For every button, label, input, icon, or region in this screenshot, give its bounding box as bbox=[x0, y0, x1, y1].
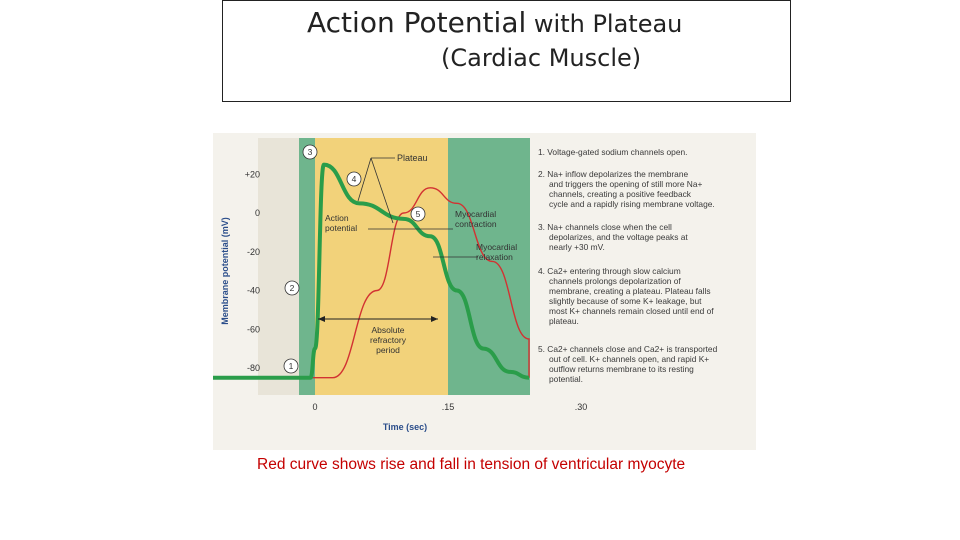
y-tick-label: -80 bbox=[247, 363, 260, 373]
step-2-line: 2. Na+ inflow depolarizes the membrane bbox=[538, 169, 688, 179]
figure-caption: Red curve shows rise and fall in tension… bbox=[257, 456, 686, 473]
label-contraction-1: Myocardial bbox=[455, 209, 496, 219]
label-arp-1: Absolute bbox=[371, 325, 404, 335]
step-5-line: out of cell. K+ channels open, and rapid… bbox=[549, 354, 709, 364]
step-2-line: cycle and a rapidly rising membrane volt… bbox=[549, 199, 715, 209]
marker-circle-2 bbox=[284, 280, 300, 296]
page-subtitle: (Cardiac Muscle) bbox=[441, 44, 642, 72]
step-2-line: and triggers the opening of still more N… bbox=[549, 179, 703, 189]
y-tick-label: 0 bbox=[255, 208, 260, 218]
step-4-line: plateau. bbox=[549, 316, 579, 326]
label-contraction-2: contraction bbox=[455, 219, 497, 229]
plateau-pointer-c bbox=[370, 157, 394, 224]
step-2-line: channels, creating a positive feedback bbox=[549, 189, 692, 199]
step-list: 1. Voltage-gated sodium channels open. 2.… bbox=[538, 147, 718, 384]
plateau-pointer-b bbox=[357, 157, 372, 202]
region-depolarization bbox=[299, 138, 315, 395]
step-1-line: 1. Voltage-gated sodium channels open. bbox=[538, 147, 687, 157]
title-main: Action Potential bbox=[307, 6, 527, 39]
marker-circle-5 bbox=[410, 206, 426, 222]
page-title: Action Potential with Plateau bbox=[307, 6, 682, 39]
title-rest: with Plateau bbox=[526, 10, 683, 38]
region-repolarization bbox=[448, 138, 530, 395]
region-resting bbox=[258, 138, 299, 395]
step-4-line: slightly because of some K+ leakage, but bbox=[549, 296, 702, 306]
x-tick-label: .30 bbox=[575, 402, 588, 412]
arp-arrow-right-icon bbox=[431, 316, 438, 322]
step-5-line: 5. Ca2+ channels close and Ca2+ is trans… bbox=[538, 344, 718, 354]
y-tick-label: -20 bbox=[247, 247, 260, 257]
label-plateau: Plateau bbox=[397, 153, 428, 163]
contraction-curve bbox=[213, 187, 530, 379]
step-3-line: nearly +30 mV. bbox=[549, 242, 605, 252]
marker-label-3: 3 bbox=[308, 147, 313, 157]
title-box bbox=[222, 0, 791, 102]
marker-label-2: 2 bbox=[290, 283, 295, 293]
step-5-line: potential. bbox=[549, 374, 583, 384]
step-4-line: channels prolongs depolarization of bbox=[549, 276, 681, 286]
label-arp-3: period bbox=[376, 345, 400, 355]
marker-circle-3 bbox=[302, 144, 318, 160]
step-markers: 1 2 3 4 5 bbox=[283, 144, 426, 374]
x-axis: 0 .15 .30 bbox=[312, 402, 587, 412]
step-3-line: 3. Na+ channels close when the cell bbox=[538, 222, 672, 232]
x-tick-label: 0 bbox=[312, 402, 317, 412]
marker-label-4: 4 bbox=[352, 174, 357, 184]
step-3-line: depolarizes, and the voltage peaks at bbox=[549, 232, 688, 242]
label-action-1: Action bbox=[325, 213, 349, 223]
label-action-2: potential bbox=[325, 223, 357, 233]
step-5-line: outflow returns membrane to its resting bbox=[549, 364, 694, 374]
step-4-line: most K+ channels remain closed until end… bbox=[549, 306, 714, 316]
marker-label-5: 5 bbox=[416, 209, 421, 219]
x-axis-label: Time (sec) bbox=[383, 422, 427, 432]
arp-arrow-left-icon bbox=[318, 316, 325, 322]
marker-circle-4 bbox=[346, 171, 362, 187]
action-potential-figure: +20 0 -20 -40 -60 -80 0 .15 .30 Membrane potent… bbox=[213, 133, 756, 450]
y-tick-label: -40 bbox=[247, 286, 260, 296]
y-axis-label: Membrane potential (mV) bbox=[220, 217, 230, 325]
action-potential-curve bbox=[213, 162, 531, 380]
y-axis: +20 0 -20 -40 -60 -80 bbox=[245, 169, 260, 373]
marker-circle-1 bbox=[283, 358, 299, 374]
label-relaxation-1: Myocardial bbox=[476, 242, 517, 252]
label-arp-2: refractory bbox=[370, 335, 407, 345]
step-4-line: membrane, creating a plateau. Plateau fa… bbox=[549, 286, 711, 296]
y-tick-label: +20 bbox=[245, 169, 260, 179]
x-tick-label: .15 bbox=[442, 402, 455, 412]
label-relaxation-2: relaxation bbox=[476, 252, 513, 262]
step-4-line: 4. Ca2+ entering through slow calcium bbox=[538, 266, 681, 276]
region-plateau bbox=[315, 138, 448, 395]
marker-label-1: 1 bbox=[289, 361, 294, 371]
y-tick-label: -60 bbox=[247, 324, 260, 334]
